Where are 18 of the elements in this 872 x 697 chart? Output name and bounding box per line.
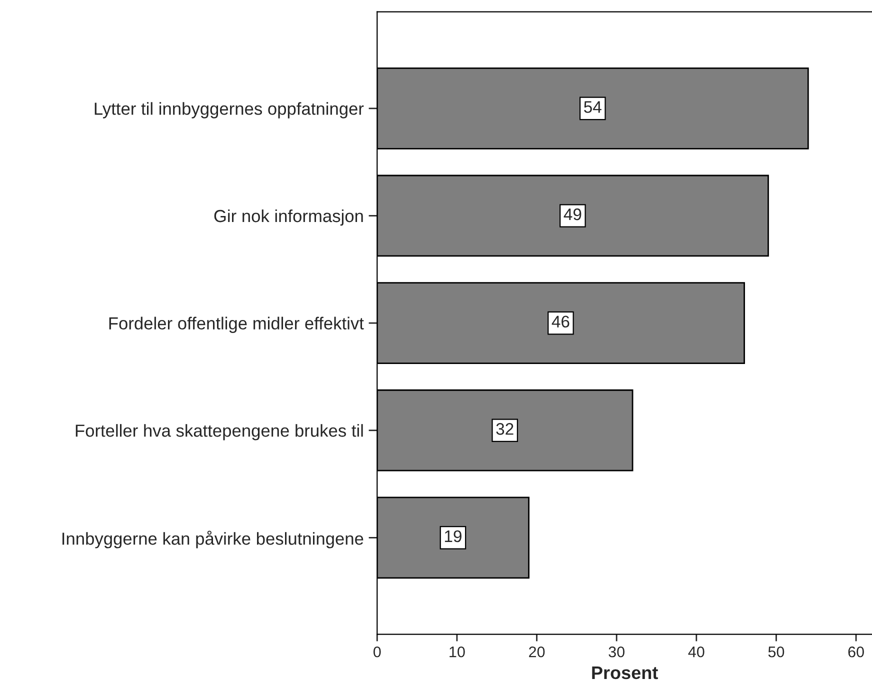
- y-tick-label: Innbyggerne kan påvirke beslutningene: [62, 530, 364, 548]
- x-axis-title: Prosent: [592, 666, 658, 680]
- y-tick-label: Lytter til innbyggernes oppfatninger: [94, 102, 364, 118]
- y-tick-label: Fordeler offentlige midler effektivt: [109, 316, 364, 333]
- x-tick-label: 50: [768, 646, 784, 658]
- x-tick-label: 40: [688, 646, 704, 658]
- x-tick-label: 20: [529, 646, 545, 658]
- x-tick-label: 60: [848, 646, 864, 658]
- x-tick-label: 30: [608, 646, 624, 658]
- data-label: 49: [564, 208, 582, 220]
- x-tick-label: 0: [373, 646, 381, 658]
- x-tick-label: 10: [450, 646, 465, 658]
- data-label: 54: [584, 101, 602, 113]
- data-label: 46: [552, 316, 570, 328]
- data-label: 19: [444, 530, 462, 542]
- y-tick-label: Gir nok informasjon: [214, 209, 363, 226]
- y-tick-label: Forteller hva skattepengene brukes til: [76, 424, 363, 440]
- data-label: 32: [496, 423, 514, 435]
